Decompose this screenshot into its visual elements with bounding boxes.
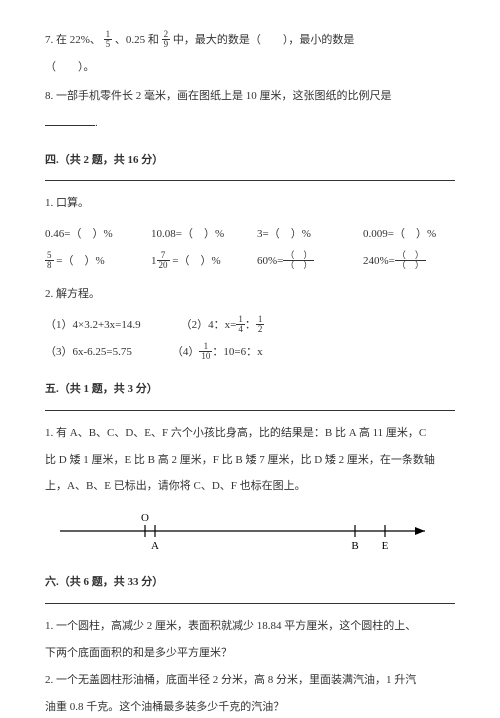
eq2-f2: 1 2 xyxy=(256,315,265,334)
sec4-q1-row2: 5 8 =（ ）% 1 7 20 =（ ）% 60%= （ ） （ ） 240%… xyxy=(45,251,455,272)
q7-frac2: 2 9 xyxy=(162,30,171,49)
sec6-q1-l2: 下两个底面面积的和是多少平方厘米？ xyxy=(45,643,455,664)
r2c4: 240%= （ ） （ ） xyxy=(363,251,455,272)
r2c1-frac: 5 8 xyxy=(45,251,54,270)
sec4-q1-row1: 0.46=（ ）% 10.08=（ ）% 3=（ ）% 0.009=（ ）% xyxy=(45,224,455,245)
sec4-title: 四.（共 2 题，共 16 分） xyxy=(45,150,455,171)
sec4-q2-label: 2. 解方程。 xyxy=(45,284,455,305)
sec6-q2-l1: 2. 一个无盖圆柱形油桶，底面半径 2 分米，高 8 分米，里面装满汽油，1 升… xyxy=(45,670,455,691)
q7-mid2: 中，最大的数是（ ），最小的数是 xyxy=(173,34,355,46)
sec4-eq-row2: （3）6x-6.25=5.75 （4） 1 10 ：10=6：x xyxy=(45,342,455,363)
r1c4: 0.009=（ ）% xyxy=(363,224,455,245)
r2c3-frac: （ ） （ ） xyxy=(283,251,314,270)
eq3: （3）6x-6.25=5.75 xyxy=(45,342,132,363)
sec4-q1-label: 1. 口算。 xyxy=(45,193,455,214)
svg-text:A: A xyxy=(151,540,159,552)
r2c4-frac: （ ） （ ） xyxy=(395,251,426,270)
number-line-svg: O A B E xyxy=(45,511,445,556)
eq2: （2）4：x= 1 4 ： 1 2 xyxy=(181,315,265,336)
svg-text:B: B xyxy=(351,540,358,552)
sec5-rule xyxy=(45,410,455,411)
sec6-q2-l2: 油重 0.8 千克。这个油桶最多装多少千克的汽油？ xyxy=(45,697,455,718)
q8-underline xyxy=(45,116,95,126)
sec6-q1-l1: 1. 一个圆柱，高减少 2 厘米，表面积就减少 18.84 平方厘米，这个圆柱的… xyxy=(45,616,455,637)
q7-line2: （ ）。 xyxy=(45,57,455,78)
eq4: （4） 1 10 ：10=6：x xyxy=(172,342,263,363)
sec5-title: 五.（共 1 题，共 3 分） xyxy=(45,379,455,400)
sec4-rule xyxy=(45,180,455,181)
sec5-q1-l3: 上，A、B、E 已标出，请你将 C、D、F 也标在图上。 xyxy=(45,476,455,497)
q7-prefix: 7. 在 22%、 xyxy=(45,34,101,46)
q7-mid1: 、0.25 和 xyxy=(115,34,159,46)
q7-line1: 7. 在 22%、 1 5 、0.25 和 2 9 中，最大的数是（ ），最小的… xyxy=(45,30,455,51)
sec6-title: 六.（共 6 题，共 33 分） xyxy=(45,572,455,593)
svg-text:O: O xyxy=(141,512,149,524)
q8-text: 8. 一部手机零件长 2 毫米，画在图纸上是 10 厘米，这张图纸的比例尺是 xyxy=(45,86,455,107)
r2c3: 60%= （ ） （ ） xyxy=(257,251,349,272)
r1c3: 3=（ ）% xyxy=(257,224,349,245)
svg-text:E: E xyxy=(382,540,389,552)
eq4-f1: 1 10 xyxy=(199,342,212,361)
eq1: （1）4×3.2+3x=14.9 xyxy=(45,315,141,336)
q7-frac1: 1 5 xyxy=(104,30,113,49)
number-line: O A B E xyxy=(45,511,455,556)
sec5-q1-l2: 比 D 矮 1 厘米，E 比 B 高 2 厘米，F 比 B 矮 7 厘米，比 D… xyxy=(45,450,455,471)
eq2-f1: 1 4 xyxy=(236,315,245,334)
r2c1: 5 8 =（ ）% xyxy=(45,251,137,272)
r2c2-frac: 7 20 xyxy=(157,251,170,270)
r2c2: 1 7 20 =（ ）% xyxy=(151,251,243,272)
sec5-q1-l1: 1. 有 A、B、C、D、E、F 六个小孩比身高，比的结果是：B 比 A 高 1… xyxy=(45,423,455,444)
sec6-rule xyxy=(45,603,455,604)
q8-blank: . xyxy=(45,113,455,134)
r1c2: 10.08=（ ）% xyxy=(151,224,243,245)
r1c1: 0.46=（ ）% xyxy=(45,224,137,245)
sec4-eq-row1: （1）4×3.2+3x=14.9 （2）4：x= 1 4 ： 1 2 xyxy=(45,315,455,336)
